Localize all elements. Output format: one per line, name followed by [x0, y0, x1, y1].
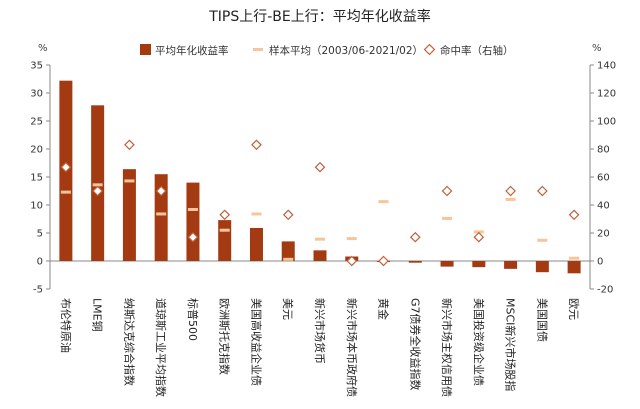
- bar: [91, 105, 105, 261]
- category-label: MSCI新兴市场股指: [504, 298, 518, 391]
- category-label: 纳斯达克综合指数: [122, 298, 136, 386]
- left-tick-label: -5: [33, 285, 43, 296]
- sample-average-mark: [156, 212, 167, 216]
- bar: [408, 261, 422, 263]
- legend-label-dash: 样本平均（2003/06-2021/02）: [269, 44, 423, 57]
- sample-average-mark: [505, 197, 516, 201]
- category-label: 新兴市场本币政府债: [345, 298, 359, 397]
- category-label: 布伦特原油: [59, 298, 73, 353]
- category-label: 美国国债: [535, 298, 549, 342]
- sample-average-mark: [378, 200, 389, 204]
- left-tick-label: 30: [30, 89, 43, 100]
- sample-average-mark: [283, 257, 294, 261]
- category-label: 美元: [281, 298, 294, 320]
- hit-rate-point: [124, 139, 135, 151]
- sample-average-mark: [251, 212, 262, 216]
- right-tick-label: 20: [597, 229, 610, 240]
- category-label: G7债券全收益指数: [408, 298, 422, 391]
- sample-average-mark: [569, 256, 580, 260]
- sample-average-mark: [537, 238, 548, 242]
- hit-rate-point: [282, 209, 294, 221]
- right-tick-label: 60: [597, 173, 610, 184]
- category-label: 标普500: [186, 298, 200, 341]
- left-tick-label: 15: [30, 173, 43, 184]
- hit-rate-point: [568, 209, 580, 221]
- hit-rate-point: [60, 161, 72, 173]
- sample-average-markers: [60, 179, 580, 261]
- legend: 平均年化收益率 样本平均（2003/06-2021/02） 命中率（右轴）: [140, 43, 514, 57]
- left-tick-label: 5: [37, 229, 43, 240]
- hit-rate-point: [409, 231, 421, 243]
- category-label: 欧洲斯托克指数: [218, 298, 232, 375]
- hit-rate-point: [314, 161, 326, 173]
- right-tick-label: 80: [597, 145, 610, 156]
- left-tick-label: 25: [30, 117, 43, 128]
- axes: -5 0 5 10 15 20 25 30 35 -20 0 20 40 60 80 100 120 140: [30, 61, 616, 296]
- bar: [313, 250, 327, 261]
- bar: [567, 261, 581, 274]
- right-tick-label: 100: [597, 117, 616, 128]
- sample-average-mark: [442, 216, 453, 220]
- right-axis-unit: %: [592, 43, 602, 54]
- right-tick-label: 140: [597, 61, 616, 72]
- right-tick-label: 120: [597, 89, 616, 100]
- left-tick-label: 0: [37, 257, 43, 268]
- bar: [504, 261, 518, 269]
- sample-average-mark: [92, 183, 103, 187]
- category-label: 黄金: [377, 298, 391, 320]
- sample-average-mark: [219, 228, 230, 232]
- bar: [218, 220, 232, 261]
- legend-swatch-diamond: [423, 43, 436, 56]
- hit-rate-point: [219, 209, 231, 221]
- hit-rate-point: [378, 255, 389, 267]
- sample-average-mark: [60, 190, 71, 194]
- bar: [440, 261, 454, 267]
- category-label: 美国高收益企业债: [249, 298, 263, 386]
- left-tick-label: 10: [30, 201, 43, 212]
- hit-rate-point: [473, 231, 485, 243]
- hit-rate-markers: [60, 139, 580, 267]
- bar: [472, 261, 486, 268]
- hit-rate-point: [155, 185, 167, 197]
- legend-swatch-bar: [140, 44, 151, 55]
- sample-average-mark: [187, 207, 198, 211]
- bar: [154, 174, 168, 261]
- hit-rate-point: [505, 185, 516, 197]
- left-tick-label: 20: [30, 145, 43, 156]
- category-label: 道琼斯工业平均指数: [154, 298, 168, 397]
- right-tick-label: -20: [597, 285, 613, 296]
- bar: [249, 227, 263, 261]
- sample-average-mark: [315, 237, 325, 241]
- hit-rate-point: [187, 231, 199, 243]
- category-label: 新兴市场货币: [313, 298, 327, 364]
- right-tick-label: 40: [597, 201, 610, 212]
- bar: [186, 182, 200, 261]
- category-label: LME铜: [91, 298, 105, 332]
- hit-rate-point: [537, 185, 548, 197]
- legend-swatch-dash: [253, 48, 263, 51]
- sample-average-mark: [124, 179, 135, 183]
- legend-label-diamond: 命中率（右轴）: [440, 44, 514, 57]
- category-label: 美国投资级企业债: [472, 298, 486, 386]
- category-label: 欧元: [567, 298, 580, 320]
- sample-average-mark: [346, 237, 357, 241]
- hit-rate-point: [92, 185, 103, 197]
- bars: [59, 80, 581, 274]
- left-tick-label: 35: [30, 61, 43, 72]
- bar: [281, 241, 295, 261]
- hit-rate-point: [251, 139, 262, 151]
- category-labels: 布伦特原油 LME铜 纳斯达克综合指数 道琼斯工业平均指数 标普500 欧洲斯托克指数 美国…: [59, 298, 580, 397]
- bar: [535, 261, 549, 273]
- hit-rate-point: [346, 255, 358, 267]
- right-tick-label: 0: [597, 257, 603, 268]
- bar: [122, 169, 136, 261]
- category-label: 新兴市场主权信用债: [440, 298, 454, 397]
- legend-label-bar: 平均年化收益率: [155, 44, 229, 57]
- left-axis-unit: %: [38, 43, 48, 54]
- hit-rate-point: [441, 185, 453, 197]
- chart-title: TIPS上行-BE上行：平均年化收益率: [208, 8, 431, 25]
